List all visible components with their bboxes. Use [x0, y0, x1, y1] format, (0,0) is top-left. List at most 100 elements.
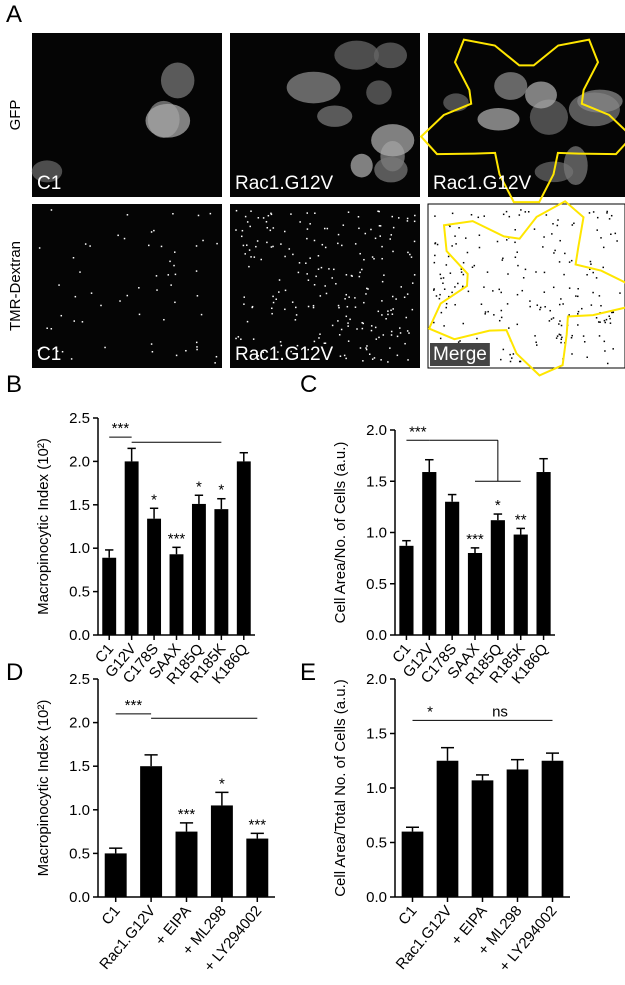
speck [343, 354, 346, 357]
speck [445, 302, 448, 305]
significance: * [495, 497, 501, 514]
bar [191, 503, 206, 635]
speck [126, 294, 129, 297]
speck [555, 337, 558, 339]
cell [525, 81, 557, 109]
speck [270, 246, 273, 248]
speck [280, 344, 283, 347]
speck [405, 316, 408, 319]
speck [460, 271, 463, 273]
y-tick-label: 1.5 [69, 758, 90, 775]
speck [312, 306, 315, 309]
speck [387, 361, 389, 363]
speck [517, 264, 519, 267]
speck [350, 274, 353, 277]
speck [296, 344, 299, 347]
cell [477, 107, 520, 131]
speck [250, 256, 252, 258]
speck [413, 240, 416, 243]
speck [451, 245, 453, 247]
speck [602, 266, 604, 269]
speck [117, 234, 119, 237]
speck [277, 351, 279, 353]
speck [392, 308, 394, 310]
y-tick-label: 1.5 [366, 473, 387, 490]
speck [539, 308, 541, 311]
bar [214, 509, 229, 635]
speck [346, 305, 349, 308]
speck [583, 341, 586, 343]
speck [535, 341, 537, 344]
y-tick-label: 2.5 [69, 671, 90, 688]
speck [151, 351, 154, 353]
speck [558, 303, 561, 306]
speck [172, 213, 174, 215]
y-tick-label: 0.5 [69, 845, 90, 862]
speck [150, 231, 153, 233]
speck [185, 349, 187, 352]
speck [138, 313, 141, 316]
speck [354, 306, 357, 308]
speck [516, 323, 519, 326]
speck [556, 224, 559, 227]
speck [56, 350, 59, 353]
speck [592, 291, 594, 294]
cell [350, 153, 373, 178]
bar [422, 472, 437, 635]
speck [410, 256, 413, 258]
speck [235, 209, 238, 212]
speck [508, 327, 510, 329]
speck [38, 247, 41, 249]
speck [260, 258, 262, 261]
speck [248, 265, 250, 268]
speck [235, 337, 237, 340]
speck [385, 318, 387, 320]
speck [284, 308, 286, 311]
speck [279, 341, 282, 343]
speck [487, 310, 489, 313]
speck [253, 256, 256, 258]
speck [496, 240, 499, 243]
speck [374, 326, 377, 329]
speck [74, 295, 77, 298]
speck [358, 227, 360, 230]
speck [552, 223, 554, 225]
cell [443, 93, 469, 112]
speck [155, 275, 158, 277]
panel-letter: D [6, 659, 23, 686]
image-label: Rac1.G12V [235, 173, 334, 194]
speck [619, 292, 621, 294]
speck [347, 325, 349, 327]
y-tick-label: 0.0 [366, 627, 387, 644]
y-tick-label: 2.0 [69, 453, 90, 470]
speck [511, 357, 513, 359]
speck [126, 214, 129, 216]
speck [603, 340, 606, 343]
cell [160, 62, 195, 99]
speck [483, 286, 485, 288]
speck [484, 311, 487, 313]
bar [506, 769, 529, 897]
speck [378, 336, 380, 339]
speck [365, 293, 367, 295]
speck [371, 358, 374, 360]
speck [326, 227, 329, 230]
y-axis-label: Cell Area/Total No. of Cells (a.u.) [332, 679, 349, 897]
speck [298, 262, 301, 264]
speck [349, 318, 351, 321]
speck [215, 355, 218, 358]
panel-letter: A [6, 1, 22, 28]
y-tick-label: 2.0 [69, 715, 90, 732]
speck [60, 314, 63, 317]
speck [399, 332, 402, 334]
speck [539, 306, 542, 309]
speck [595, 317, 598, 319]
speck [243, 303, 245, 305]
speck [454, 286, 456, 288]
speck [500, 316, 503, 319]
speck [150, 343, 153, 345]
speck [543, 291, 546, 293]
significance: ** [515, 511, 527, 528]
speck [471, 266, 474, 268]
speck [560, 341, 562, 344]
